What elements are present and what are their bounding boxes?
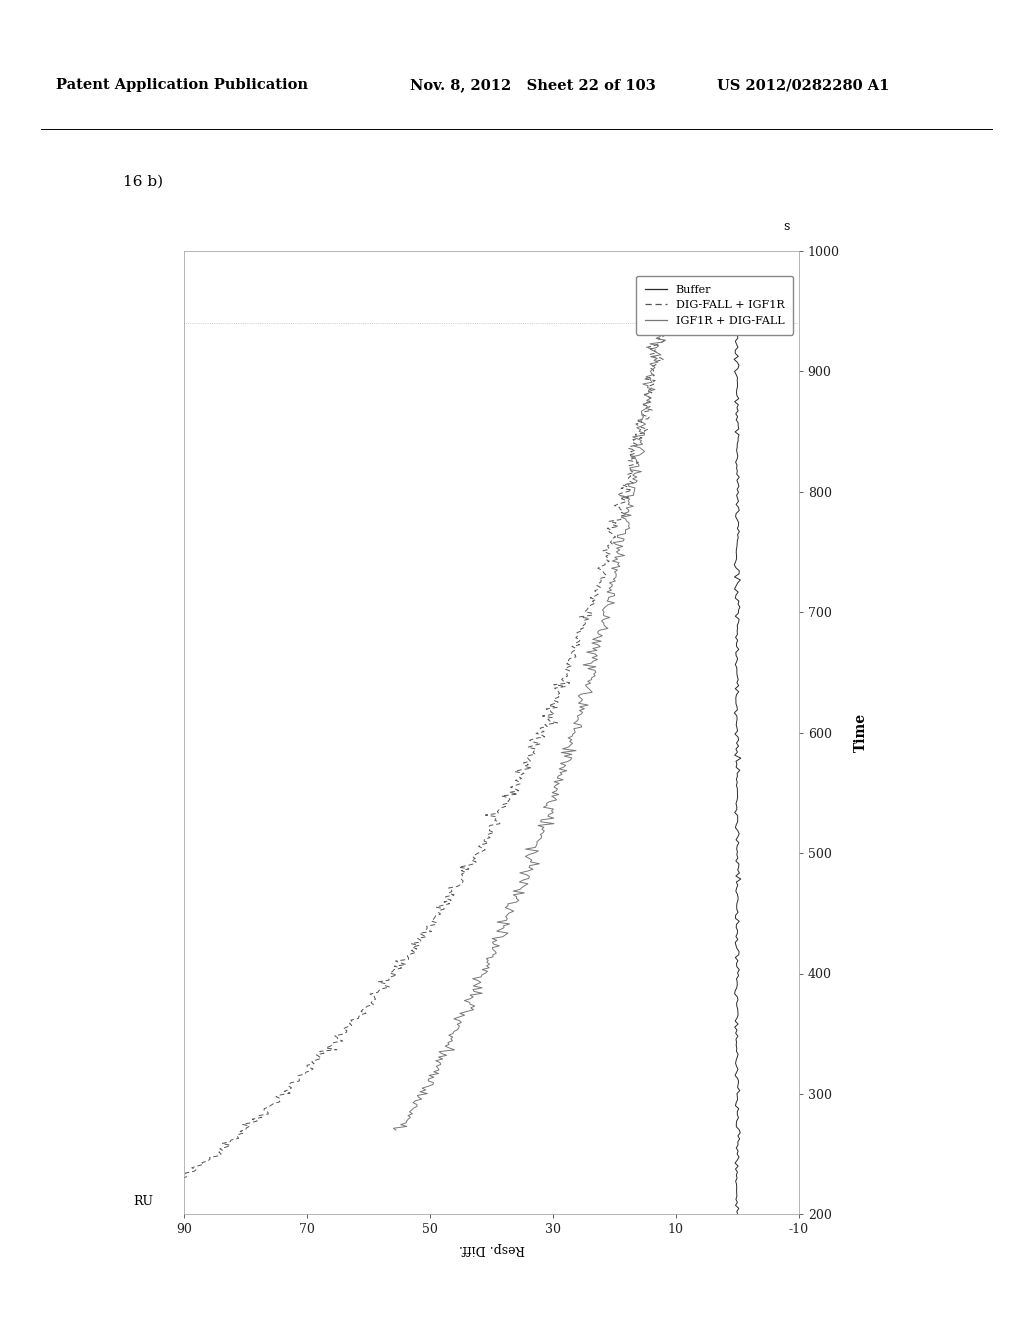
Text: Patent Application Publication: Patent Application Publication [56,78,308,92]
Text: RU: RU [133,1196,154,1208]
Text: US 2012/0282280 A1: US 2012/0282280 A1 [717,78,889,92]
Text: Nov. 8, 2012   Sheet 22 of 103: Nov. 8, 2012 Sheet 22 of 103 [410,78,655,92]
Text: 16 b): 16 b) [123,174,163,189]
X-axis label: Resp. Diff.: Resp. Diff. [459,1242,524,1255]
Legend: Buffer, DIG-FALL + IGF1R, IGF1R + DIG-FALL: Buffer, DIG-FALL + IGF1R, IGF1R + DIG-FA… [636,276,794,334]
Y-axis label: Time: Time [854,713,867,752]
Text: s: s [783,219,790,232]
